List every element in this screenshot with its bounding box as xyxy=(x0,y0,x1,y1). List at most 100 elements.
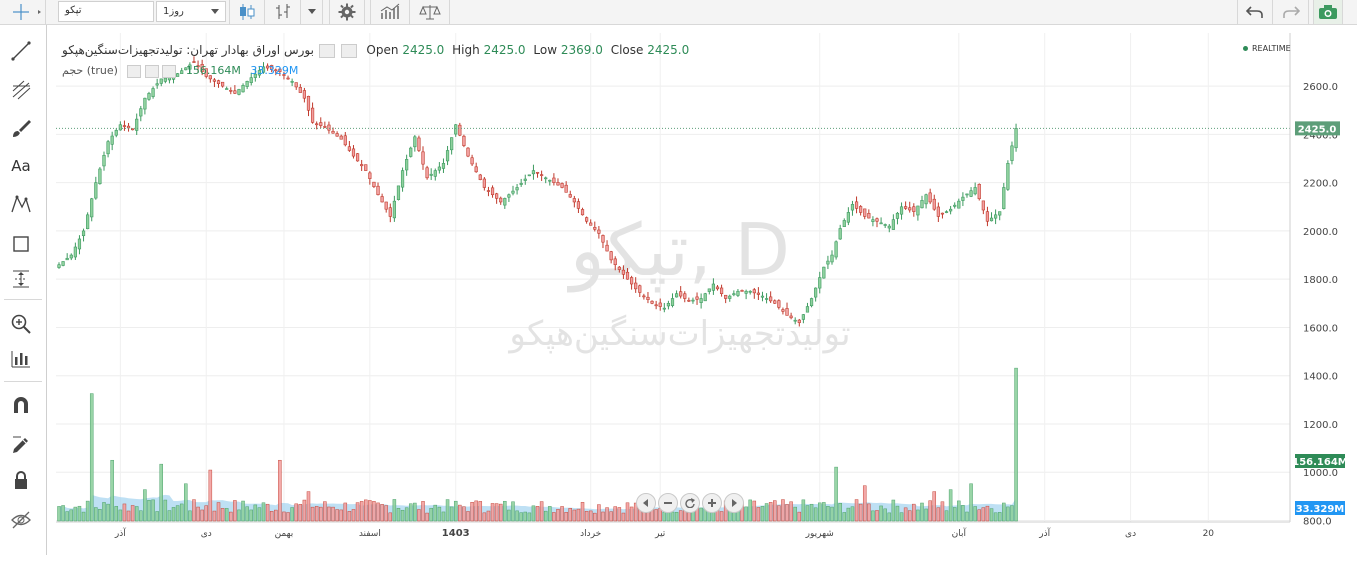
text-tool[interactable]: Aa xyxy=(7,152,35,180)
candle-body xyxy=(801,314,805,320)
volume-bar xyxy=(838,503,842,522)
trend-line-tool[interactable] xyxy=(7,37,35,65)
pattern-tool[interactable] xyxy=(7,190,35,218)
volume-bar xyxy=(413,502,417,522)
trend-line-icon xyxy=(11,41,31,61)
svg-text:156.164M: 156.164M xyxy=(1292,457,1348,468)
scroll-right-button[interactable] xyxy=(724,493,744,513)
symbol-search-input[interactable]: تپکو xyxy=(58,1,154,22)
volume-bar xyxy=(805,505,810,522)
volume-bar xyxy=(192,499,196,522)
time-tick-label: اسفند xyxy=(359,529,381,539)
volume-bar xyxy=(997,512,1002,522)
volume-bar xyxy=(384,505,388,522)
candle-body xyxy=(989,217,994,222)
settings-button[interactable] xyxy=(329,0,365,24)
volume-bar xyxy=(817,502,822,522)
candle-body xyxy=(61,261,65,266)
camera-icon xyxy=(1319,5,1337,19)
candle-body xyxy=(396,185,401,200)
measure-tool[interactable] xyxy=(7,265,35,293)
close-label: Close xyxy=(610,43,644,57)
chart-type-dropdown[interactable] xyxy=(301,0,323,24)
volume-bar xyxy=(560,506,564,522)
candle-body xyxy=(372,181,376,187)
candle-body xyxy=(294,82,298,88)
volume-bar xyxy=(233,500,237,522)
volume-bar xyxy=(331,506,335,522)
undo-button[interactable] xyxy=(1237,0,1273,24)
volume-hide-icon[interactable] xyxy=(144,64,159,78)
legend-settings-icon[interactable] xyxy=(318,43,335,58)
interval-select[interactable]: 1روز xyxy=(156,1,226,22)
volume-bar xyxy=(359,501,364,522)
volume-remove-icon[interactable] xyxy=(162,64,177,78)
candle-body xyxy=(490,187,495,196)
scroll-left-button[interactable] xyxy=(636,493,656,513)
candle-body xyxy=(732,293,736,296)
candle-body xyxy=(687,299,691,302)
volume-bar xyxy=(973,506,977,522)
candle-body xyxy=(777,300,781,308)
volume-bar xyxy=(208,469,213,522)
fib-tool[interactable] xyxy=(7,75,35,103)
reset-zoom-button[interactable] xyxy=(680,493,700,513)
magnet-mode-toggle[interactable] xyxy=(7,391,35,419)
candle-body xyxy=(200,64,204,72)
candle-body xyxy=(360,164,364,167)
volume-bar xyxy=(441,511,446,522)
volume-bar xyxy=(196,506,200,522)
volume-bar xyxy=(527,512,532,522)
compare-button[interactable] xyxy=(265,0,301,24)
brush-tool[interactable] xyxy=(7,114,35,142)
top-toolbar: تپکو 1روز xyxy=(0,0,1357,25)
candle-body xyxy=(241,85,245,93)
candle-body xyxy=(846,212,850,223)
volume-bar xyxy=(253,504,258,522)
volume-bar xyxy=(899,512,904,522)
measure-bars-tool[interactable] xyxy=(7,345,35,373)
candle-body xyxy=(135,118,139,131)
candle-body xyxy=(216,80,221,85)
volume-legend-value: 156.164M xyxy=(185,64,241,77)
hide-drawings-toggle[interactable] xyxy=(7,506,35,534)
legend-hide-icon[interactable] xyxy=(340,43,357,58)
volume-bar xyxy=(61,505,65,522)
volume-bar xyxy=(175,505,180,522)
volume-bar xyxy=(445,499,450,522)
candle-body xyxy=(556,182,560,186)
lock-drawings-toggle[interactable] xyxy=(7,466,35,494)
stay-in-drawing-toggle[interactable] xyxy=(7,429,35,457)
volume-bar xyxy=(625,502,630,522)
snapshot-button[interactable] xyxy=(1313,0,1343,24)
volume-bar xyxy=(81,511,86,522)
redo-button[interactable] xyxy=(1273,0,1309,24)
price-axis[interactable] xyxy=(1290,33,1347,522)
indicators-button[interactable] xyxy=(370,0,410,24)
candle-body xyxy=(466,147,470,157)
candle-body xyxy=(486,190,491,192)
volume-bar xyxy=(916,509,920,522)
volume-bar xyxy=(985,505,990,522)
price-chart[interactable]: تپکو, D تولیدتجهیزات‌سنگین‌هپکو 2600.0 24… xyxy=(50,25,1357,555)
zoom-in-button[interactable] xyxy=(702,493,722,513)
volume-bar xyxy=(368,500,372,522)
candle-body xyxy=(785,308,789,316)
crosshair-tool-button[interactable] xyxy=(0,0,46,24)
candles-style-button[interactable] xyxy=(229,0,265,24)
shape-tool[interactable] xyxy=(7,230,35,258)
candle-body xyxy=(102,155,106,167)
candle-body xyxy=(940,212,945,215)
chevron-right-icon xyxy=(732,499,737,507)
candle-body xyxy=(523,178,527,181)
zoom-out-button[interactable] xyxy=(658,493,678,513)
volume-settings-icon[interactable] xyxy=(127,64,142,78)
volume-bar xyxy=(114,506,119,522)
candle-body xyxy=(122,125,127,127)
candle-body xyxy=(793,319,797,322)
compare-scale-button[interactable] xyxy=(410,0,450,24)
volume-bar xyxy=(126,510,131,522)
zoom-in-tool[interactable] xyxy=(7,310,35,338)
candle-body xyxy=(548,179,552,182)
volume-bar xyxy=(621,512,626,522)
